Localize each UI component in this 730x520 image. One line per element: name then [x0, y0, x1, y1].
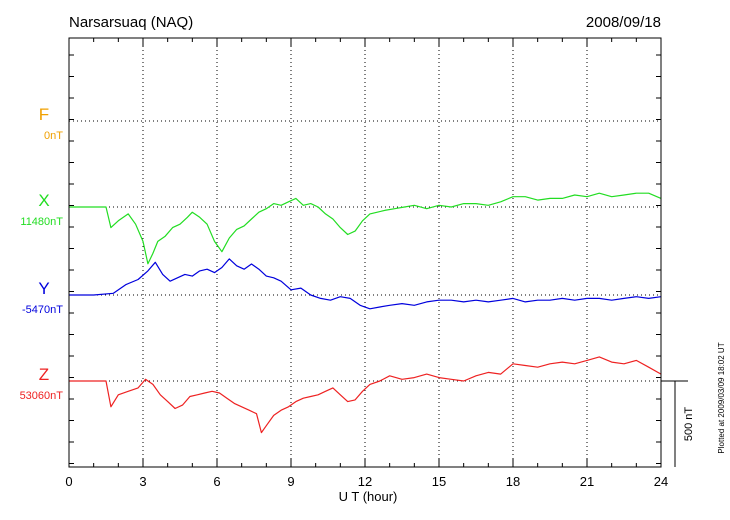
x-tick-label-3: 3	[139, 474, 146, 489]
component-baseline-F: 0nT	[44, 130, 63, 142]
plotted-timestamp: Plotted at 2009/03/09 18:02 UT	[717, 342, 726, 453]
x-tick-label-21: 21	[580, 474, 594, 489]
scale-bar: 500 nT	[661, 380, 695, 467]
scale-bar-label: 500 nT	[683, 407, 695, 442]
component-baseline-Y: -5470nT	[22, 304, 63, 316]
series-lines	[69, 192, 662, 434]
x-tick-label-12: 12	[358, 474, 372, 489]
component-labels: F 0nT X 11480nT Y -5470nT Z 53060nT	[20, 105, 64, 402]
series-line-X	[69, 192, 662, 265]
series-line-Z	[69, 356, 662, 434]
x-tick-label-15: 15	[432, 474, 446, 489]
x-tick-label-9: 9	[287, 474, 294, 489]
grid-lines	[69, 38, 661, 467]
date-label: 2008/09/18	[586, 14, 661, 31]
series-line-Y	[69, 258, 662, 310]
component-baseline-X: 11480nT	[20, 216, 63, 228]
x-axis-label: U T (hour)	[339, 489, 398, 504]
x-tick-label-24: 24	[654, 474, 668, 489]
axis-ticks	[68, 38, 662, 467]
component-baseline-Z: 53060nT	[20, 390, 64, 402]
x-tick-label-0: 0	[65, 474, 72, 489]
station-title: Narsarsuaq (NAQ)	[69, 14, 193, 31]
x-tick-labels: 0 3 6 9 12 15 18 21 24	[65, 474, 668, 489]
component-letter-F: F	[39, 105, 49, 124]
x-tick-label-6: 6	[213, 474, 220, 489]
x-tick-label-18: 18	[506, 474, 520, 489]
component-letter-Y: Y	[38, 279, 49, 298]
component-letter-X: X	[38, 191, 49, 210]
component-letter-Z: Z	[39, 365, 49, 384]
